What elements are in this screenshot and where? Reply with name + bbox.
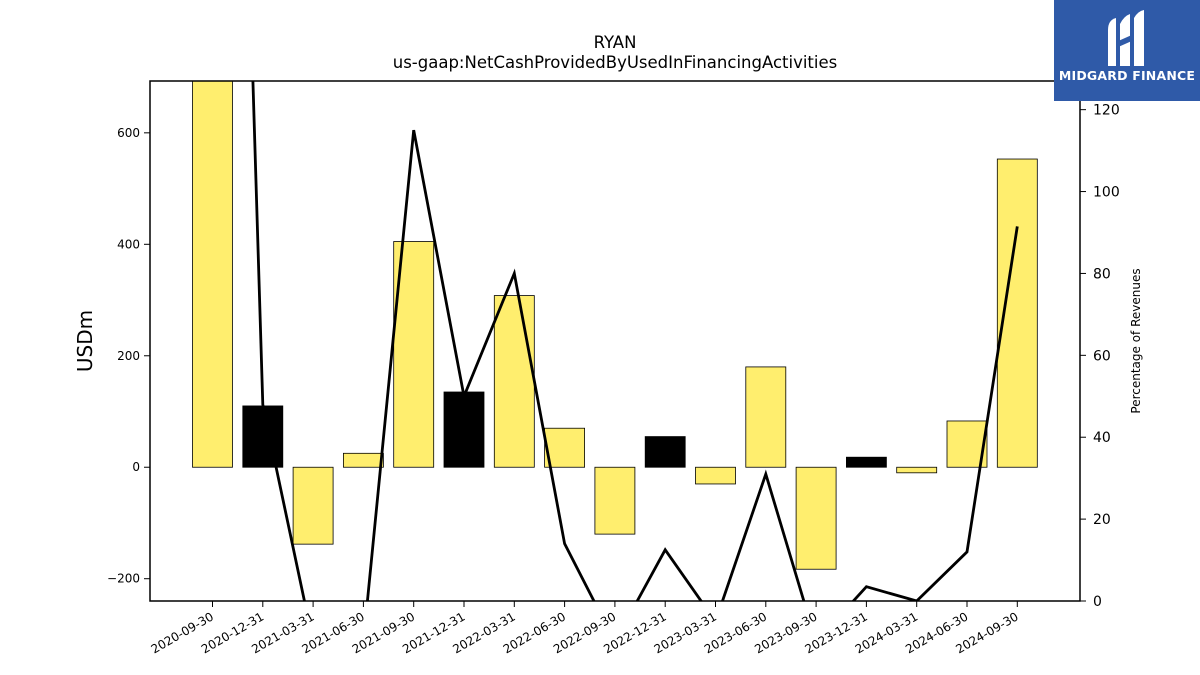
y-tick-label-right: 80	[1093, 266, 1111, 282]
y-tick-label-right: 100	[1093, 185, 1120, 201]
chart-title: RYAN	[594, 33, 637, 52]
logo: MIDGARD FINANCE	[1054, 0, 1200, 101]
bar-2022-06-30	[544, 427, 585, 468]
y-tick-label-left: 400	[117, 237, 140, 251]
y-tick-label-right: 60	[1093, 348, 1111, 364]
x-axis: 2020-09-302020-12-312021-03-312021-06-30…	[149, 601, 1021, 656]
line-series	[251, 81, 1019, 601]
logo-mark-icon	[1108, 10, 1144, 66]
y-tick-label-right: 120	[1093, 103, 1120, 119]
y-axis-label-left: USDm	[73, 310, 97, 372]
revenue-percentage-line	[251, 81, 1019, 601]
bar-2023-09-30	[795, 466, 837, 570]
bar-2021-03-31	[292, 466, 334, 545]
bar-2024-03-31	[896, 466, 938, 474]
bar-2021-12-31	[443, 391, 485, 468]
y-tick-label-left: −200	[107, 572, 140, 586]
logo-text: MIDGARD FINANCE	[1058, 68, 1196, 83]
bar-2022-03-31	[493, 295, 535, 468]
y-tick-label-left: 600	[117, 126, 140, 140]
y-tick-label-left: 200	[117, 349, 140, 363]
bar-2020-09-30	[192, 81, 233, 468]
bar-2023-03-31	[695, 466, 736, 485]
y-axis-label-right: Percentage of Revenues	[1129, 268, 1143, 413]
bar-2022-12-31	[644, 436, 686, 468]
bar-2020-12-31	[242, 405, 284, 468]
chart-subtitle: us-gaap:NetCashProvidedByUsedInFinancing…	[393, 53, 837, 72]
bar-series	[192, 81, 1038, 570]
y-axis-right: 0 20 40 60 80 100 120	[1080, 103, 1120, 610]
y-axis-left: −200 0 200 400 600	[107, 126, 150, 586]
y-tick-label-left: 0	[132, 460, 140, 474]
bar-2023-06-30	[745, 366, 787, 468]
y-tick-label-right: 20	[1093, 512, 1111, 528]
y-tick-label-right: 0	[1093, 594, 1102, 610]
bar-2023-12-31	[846, 456, 887, 468]
y-tick-label-right: 40	[1093, 430, 1111, 446]
bar-2021-06-30	[342, 452, 384, 468]
bar-2022-09-30	[594, 466, 636, 535]
